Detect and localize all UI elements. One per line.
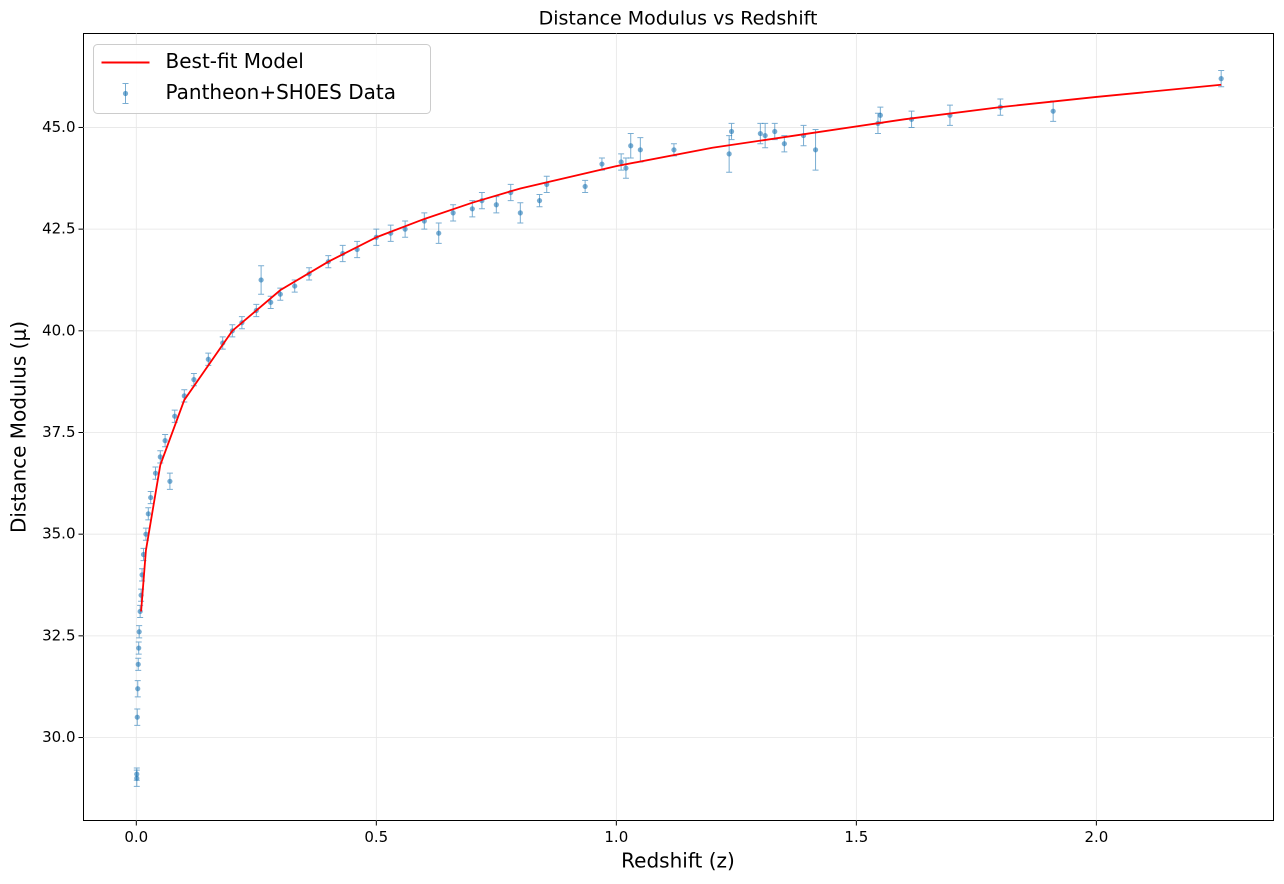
data-point: [157, 454, 163, 460]
data-point: [599, 161, 605, 167]
data-point: [135, 686, 141, 692]
data-point: [292, 283, 298, 289]
data-point: [136, 629, 142, 635]
data-point: [172, 413, 178, 419]
x-tick-label: 1.5: [844, 828, 868, 846]
data-point: [582, 183, 588, 190]
data-point: [152, 470, 159, 476]
y-tick-label: 30.0: [42, 728, 75, 746]
legend-swatch: [122, 90, 129, 97]
model-line: [140, 83, 1222, 612]
data-point: [162, 438, 168, 444]
data-point: [134, 771, 140, 777]
data-point: [726, 151, 732, 157]
chart-title: Distance Modulus vs Redshift: [539, 8, 818, 30]
y-tick-label: 35.0: [42, 525, 75, 543]
legend-frame: [93, 44, 431, 114]
data-point: [1050, 108, 1056, 114]
y-tick-label: 40.0: [42, 321, 75, 339]
data-point: [812, 147, 819, 153]
data-point: [134, 714, 140, 720]
data-point: [145, 511, 151, 517]
data-point: [136, 645, 142, 651]
data-point: [877, 112, 883, 118]
data-point: [402, 226, 408, 232]
legend-label: Pantheon+SH0ES Data: [166, 80, 397, 104]
data-point: [191, 377, 197, 383]
data-point: [1218, 76, 1224, 82]
data-point: [628, 143, 634, 149]
data-point: [167, 478, 173, 484]
y-axis-label: Distance Modulus (μ): [7, 321, 31, 533]
data-point: [728, 128, 735, 135]
data-point: [436, 230, 442, 236]
y-tick-label: 32.5: [42, 626, 75, 644]
data-point: [205, 356, 211, 362]
data-point: [772, 128, 778, 135]
data-point: [618, 159, 624, 165]
data-point: [148, 494, 154, 501]
data-point: [258, 277, 264, 283]
data-point: [277, 291, 283, 297]
x-tick-label: 1.0: [604, 828, 628, 846]
y-tick-label: 45.0: [42, 118, 75, 136]
data-point: [450, 210, 456, 216]
data-point: [637, 147, 643, 153]
data-point: [536, 198, 543, 204]
data-point: [781, 141, 787, 147]
x-tick-label: 0.0: [124, 828, 148, 846]
data-point: [517, 210, 523, 216]
x-axis-label: Redshift (z): [621, 849, 735, 873]
data-point: [143, 531, 149, 537]
legend: Best-fit Model Pantheon+SH0ES Data: [93, 44, 431, 114]
data-point: [135, 661, 141, 667]
data-point: [268, 299, 274, 305]
data-point: [469, 206, 475, 212]
y-tick-label: 42.5: [42, 220, 75, 238]
y-tick-label: 37.5: [42, 423, 75, 441]
data-point: [623, 165, 629, 171]
data-point: [671, 147, 677, 153]
data-point: [493, 202, 499, 208]
plot-frame: [83, 33, 1274, 821]
x-tick-label: 0.5: [364, 828, 388, 846]
legend-label: Best-fit Model: [166, 49, 304, 73]
data-point: [757, 130, 763, 137]
data-point: [762, 132, 768, 139]
x-tick-label: 2.0: [1084, 828, 1108, 846]
